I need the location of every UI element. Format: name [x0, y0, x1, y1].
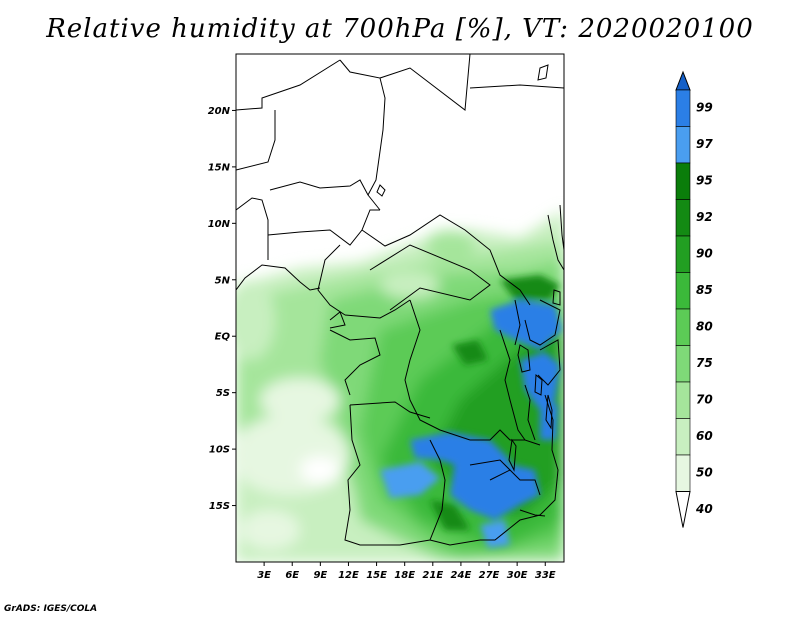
- lake-outlines: [376, 64, 561, 472]
- lon-tick-label: 33E: [535, 570, 556, 581]
- colorbar-label: 50: [696, 466, 713, 480]
- country-borders: [236, 54, 564, 546]
- colorbar-label: 92: [696, 210, 713, 224]
- colorbar-label: 60: [696, 429, 713, 443]
- colorbar-box: [675, 454, 691, 492]
- colorbar-box: [675, 308, 691, 346]
- colorbar-label: 70: [696, 393, 713, 407]
- lat-tick-label: 10N: [208, 219, 231, 230]
- colorbar-box: [675, 345, 691, 383]
- lon-tick-label: 15E: [366, 570, 387, 581]
- lat-tick-label: 10S: [209, 445, 230, 456]
- colorbar-top-arrow: [675, 70, 691, 91]
- lon-tick-label: 12E: [338, 570, 359, 581]
- lat-tick-label: 5N: [215, 275, 231, 286]
- lat-tick-label: 20N: [208, 106, 231, 117]
- lon-tick-label: 21E: [422, 570, 443, 581]
- lon-tick-label: 18E: [394, 570, 415, 581]
- lat-tick-label: EQ: [215, 332, 231, 343]
- lon-tick-label: 30E: [507, 570, 528, 581]
- grads-credit: GrADS: IGES/COLA: [4, 604, 98, 614]
- map-title: Relative humidity at 700hPa [%], VT: 202…: [46, 14, 754, 44]
- colorbar-box: [675, 199, 691, 237]
- lat-tick-label: 5S: [216, 388, 230, 399]
- colorbar-label: 80: [696, 320, 713, 334]
- humidity-field: [236, 54, 564, 562]
- latitude-axis: 20N 15N 10N 5N EQ 5S 10S 15S: [208, 106, 236, 512]
- map-frame: [235, 53, 565, 563]
- lon-tick-label: 27E: [479, 570, 500, 581]
- colorbar-bottom-arrow: [675, 491, 691, 528]
- lon-tick-label: 6E: [285, 570, 299, 581]
- colorbar: 99 97 95 92 90 85 80 75 70 60 50 40: [675, 70, 713, 528]
- colorbar-box: [675, 381, 691, 419]
- colorbar-box: [675, 89, 691, 127]
- colorbar-box: [675, 418, 691, 456]
- colorbar-label: 40: [695, 502, 713, 516]
- colorbar-label: 97: [696, 137, 713, 151]
- lat-tick-label: 15N: [208, 162, 231, 173]
- colorbar-box: [675, 162, 691, 200]
- colorbar-label: 75: [696, 356, 713, 370]
- colorbar-label: 90: [696, 247, 713, 261]
- colorbar-label: 99: [696, 101, 713, 115]
- colorbar-label: 95: [696, 174, 713, 188]
- colorbar-box: [675, 272, 691, 310]
- colorbar-box: [675, 126, 691, 164]
- lon-tick-label: 9E: [313, 570, 327, 581]
- lon-tick-label: 24E: [451, 570, 472, 581]
- lon-tick-label: 3E: [257, 570, 271, 581]
- longitude-axis: 3E 6E 9E 12E 15E 18E 21E 24E 27E 30E 33E: [257, 562, 556, 581]
- colorbar-label: 85: [696, 283, 713, 297]
- lat-tick-label: 15S: [209, 501, 230, 512]
- colorbar-box: [675, 235, 691, 273]
